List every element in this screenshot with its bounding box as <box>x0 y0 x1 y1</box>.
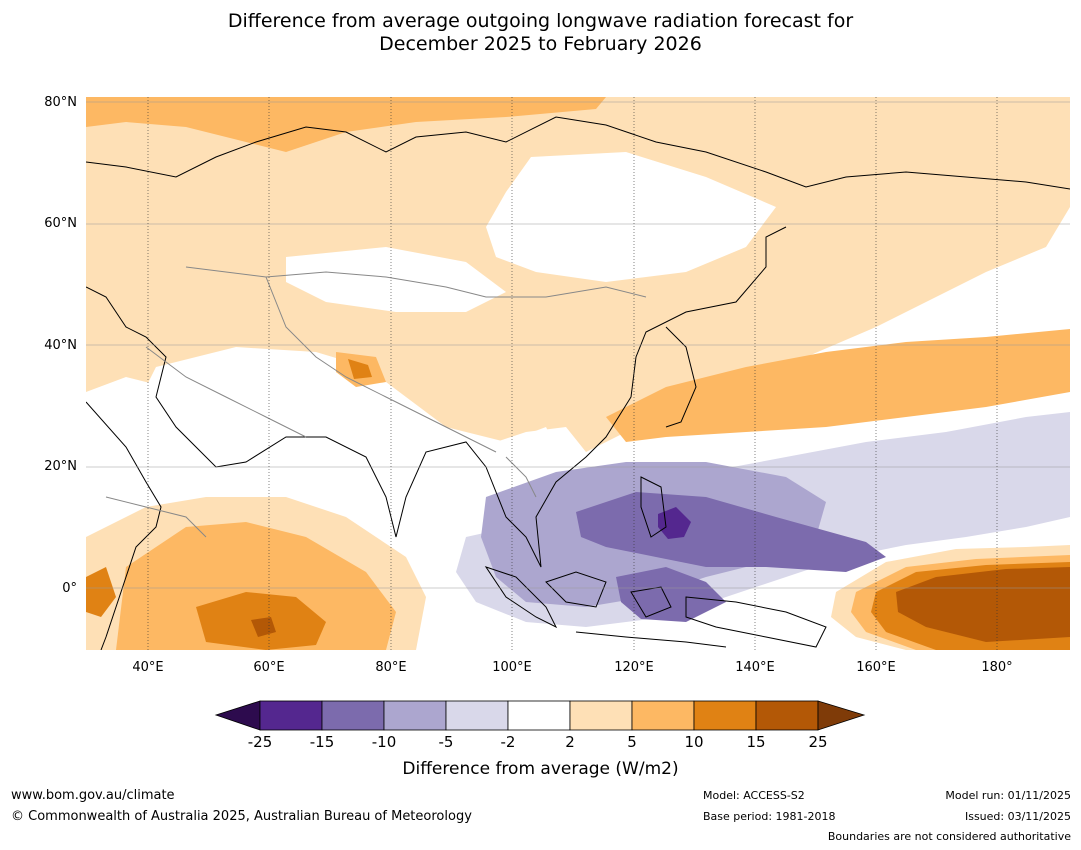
colorbar-swatch-1 <box>259 700 323 731</box>
colorbar-swatch-3 <box>383 700 447 731</box>
lon-label-160e: 160°E <box>856 660 896 675</box>
colorbar-tick-3: -10 <box>371 733 397 751</box>
colorbar-tick-7: 5 <box>627 733 637 751</box>
anomaly-purple-indonesia <box>616 567 726 622</box>
anomaly-neutral-india <box>126 347 566 537</box>
lat-label-80n: 80°N <box>44 95 77 110</box>
lon-label-40e: 40°E <box>132 660 164 675</box>
colorbar-swatch-2 <box>321 700 385 731</box>
colorbar-label: Difference from average (W/m2) <box>402 759 679 779</box>
colorbar-tick-10: 25 <box>808 733 828 751</box>
colorbar-swatch-8 <box>693 700 757 731</box>
lat-label-40n: 40°N <box>44 338 77 353</box>
anomaly-mid-purple-philippines <box>576 492 886 572</box>
colorbar-swatch-9 <box>755 700 819 731</box>
coastlines <box>86 116 1070 650</box>
anomaly-orange-north-pacific <box>606 329 1070 442</box>
anomaly-dark-orange-tibet <box>348 359 372 379</box>
anomaly-neutral-mongolia <box>286 247 506 312</box>
colorbar-tick-8: 10 <box>684 733 704 751</box>
lat-label-60n: 60°N <box>44 216 77 231</box>
lon-label-180: 180° <box>981 660 1013 675</box>
anomaly-dark-purple-philippines <box>658 507 691 539</box>
footer-model: Model: ACCESS-S2 <box>703 789 805 802</box>
title-line-1: Difference from average outgoing longwav… <box>227 10 854 32</box>
anomaly-dark-orange-east-africa <box>86 567 116 617</box>
lat-label-20n: 20°N <box>44 459 77 474</box>
colorbar-tick-2: -15 <box>309 733 335 751</box>
colorbar-tick-9: 15 <box>746 733 766 751</box>
colorbar <box>214 700 866 731</box>
anomaly-orange-arctic <box>86 97 606 152</box>
colorbar-swatch-4 <box>445 700 509 731</box>
footer-url[interactable]: www.bom.gov.au/climate <box>11 788 175 803</box>
colorbar-tick-5: -2 <box>500 733 516 751</box>
footer-base-period: Base period: 1981-2018 <box>703 810 836 823</box>
footer-disclaimer: Boundaries are not considered authoritat… <box>827 830 1071 843</box>
anomaly-neutral-siberia <box>486 152 776 282</box>
lon-label-140e: 140°E <box>735 660 775 675</box>
footer-issued: Issued: 03/11/2025 <box>964 810 1071 823</box>
colorbar-swatch-7 <box>631 700 695 731</box>
colorbar-tick-6: 2 <box>565 733 575 751</box>
colorbar-tick-4: -5 <box>438 733 454 751</box>
colorbar-swatch-5 <box>507 700 571 731</box>
anomaly-brown-equatorial-pacific <box>896 567 1070 642</box>
footer-copyright: © Commonwealth of Australia 2025, Austra… <box>11 809 472 824</box>
olr-anomaly-map <box>86 97 1070 650</box>
colorbar-arrow-low <box>214 700 261 731</box>
colorbar-tick-1: -25 <box>247 733 273 751</box>
colorbar-swatch-6 <box>569 700 633 731</box>
anomaly-brown-indian-ocean <box>251 617 276 637</box>
title-line-2: December 2025 to February 2026 <box>379 33 702 55</box>
lon-label-100e: 100°E <box>492 660 532 675</box>
footer-model-run: Model run: 01/11/2025 <box>945 789 1071 802</box>
gridlines <box>86 97 1070 650</box>
lon-label-60e: 60°E <box>253 660 285 675</box>
map-title: Difference from average outgoing longwav… <box>0 10 1081 56</box>
country-borders <box>105 266 647 538</box>
lon-label-80e: 80°E <box>375 660 407 675</box>
lat-label-equator: 0° <box>62 581 77 596</box>
anomaly-orange-indian-ocean <box>116 522 396 650</box>
lon-label-120e: 120°E <box>614 660 654 675</box>
colorbar-arrow-high <box>817 700 866 731</box>
